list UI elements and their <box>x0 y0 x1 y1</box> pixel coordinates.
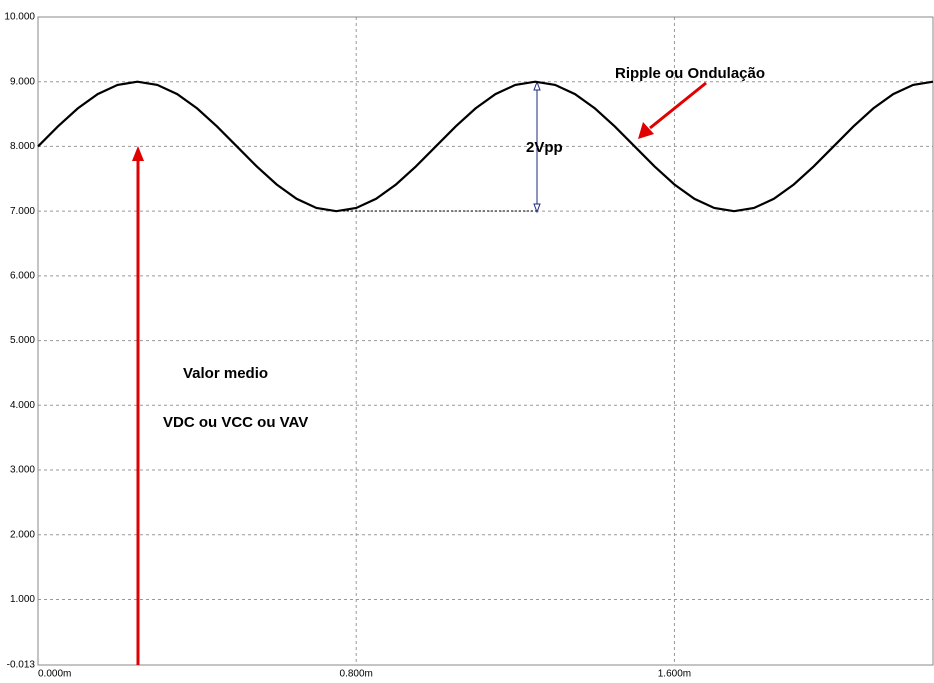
y-tick-label: 6.000 <box>10 271 35 282</box>
ripple-arrow <box>649 81 707 130</box>
x-tick-label: 1.600m <box>658 669 691 680</box>
y-tick-label: 5.000 <box>10 335 35 346</box>
y-tick-label: -0.013 <box>7 660 36 671</box>
vpp-head-top <box>533 80 541 91</box>
plot-frame <box>37 16 934 666</box>
y-tick-label: 3.000 <box>10 465 35 476</box>
x-tick-label: 0.800m <box>340 669 373 680</box>
y-tick-label: 8.000 <box>10 141 35 152</box>
y-tick-label: 10.000 <box>4 12 35 23</box>
annotation: Ripple ou Ondulação <box>615 65 765 82</box>
vpp-head-bottom <box>533 203 541 214</box>
ripple-arrow-head <box>638 122 654 139</box>
y-tick-label: 2.000 <box>10 529 35 540</box>
y-tick-label: 9.000 <box>10 76 35 87</box>
y-tick-label: 7.000 <box>10 206 35 217</box>
annotation: Valor medio <box>183 365 268 382</box>
x-tick-label: 0.000m <box>38 669 71 680</box>
annotation: VDC ou VCC ou VAV <box>163 414 308 431</box>
y-tick-label: 1.000 <box>10 594 35 605</box>
average-arrow-head <box>132 146 144 161</box>
line-series <box>37 80 934 213</box>
y-tick-label: 4.000 <box>10 400 35 411</box>
annotation: 2Vpp <box>526 139 563 156</box>
